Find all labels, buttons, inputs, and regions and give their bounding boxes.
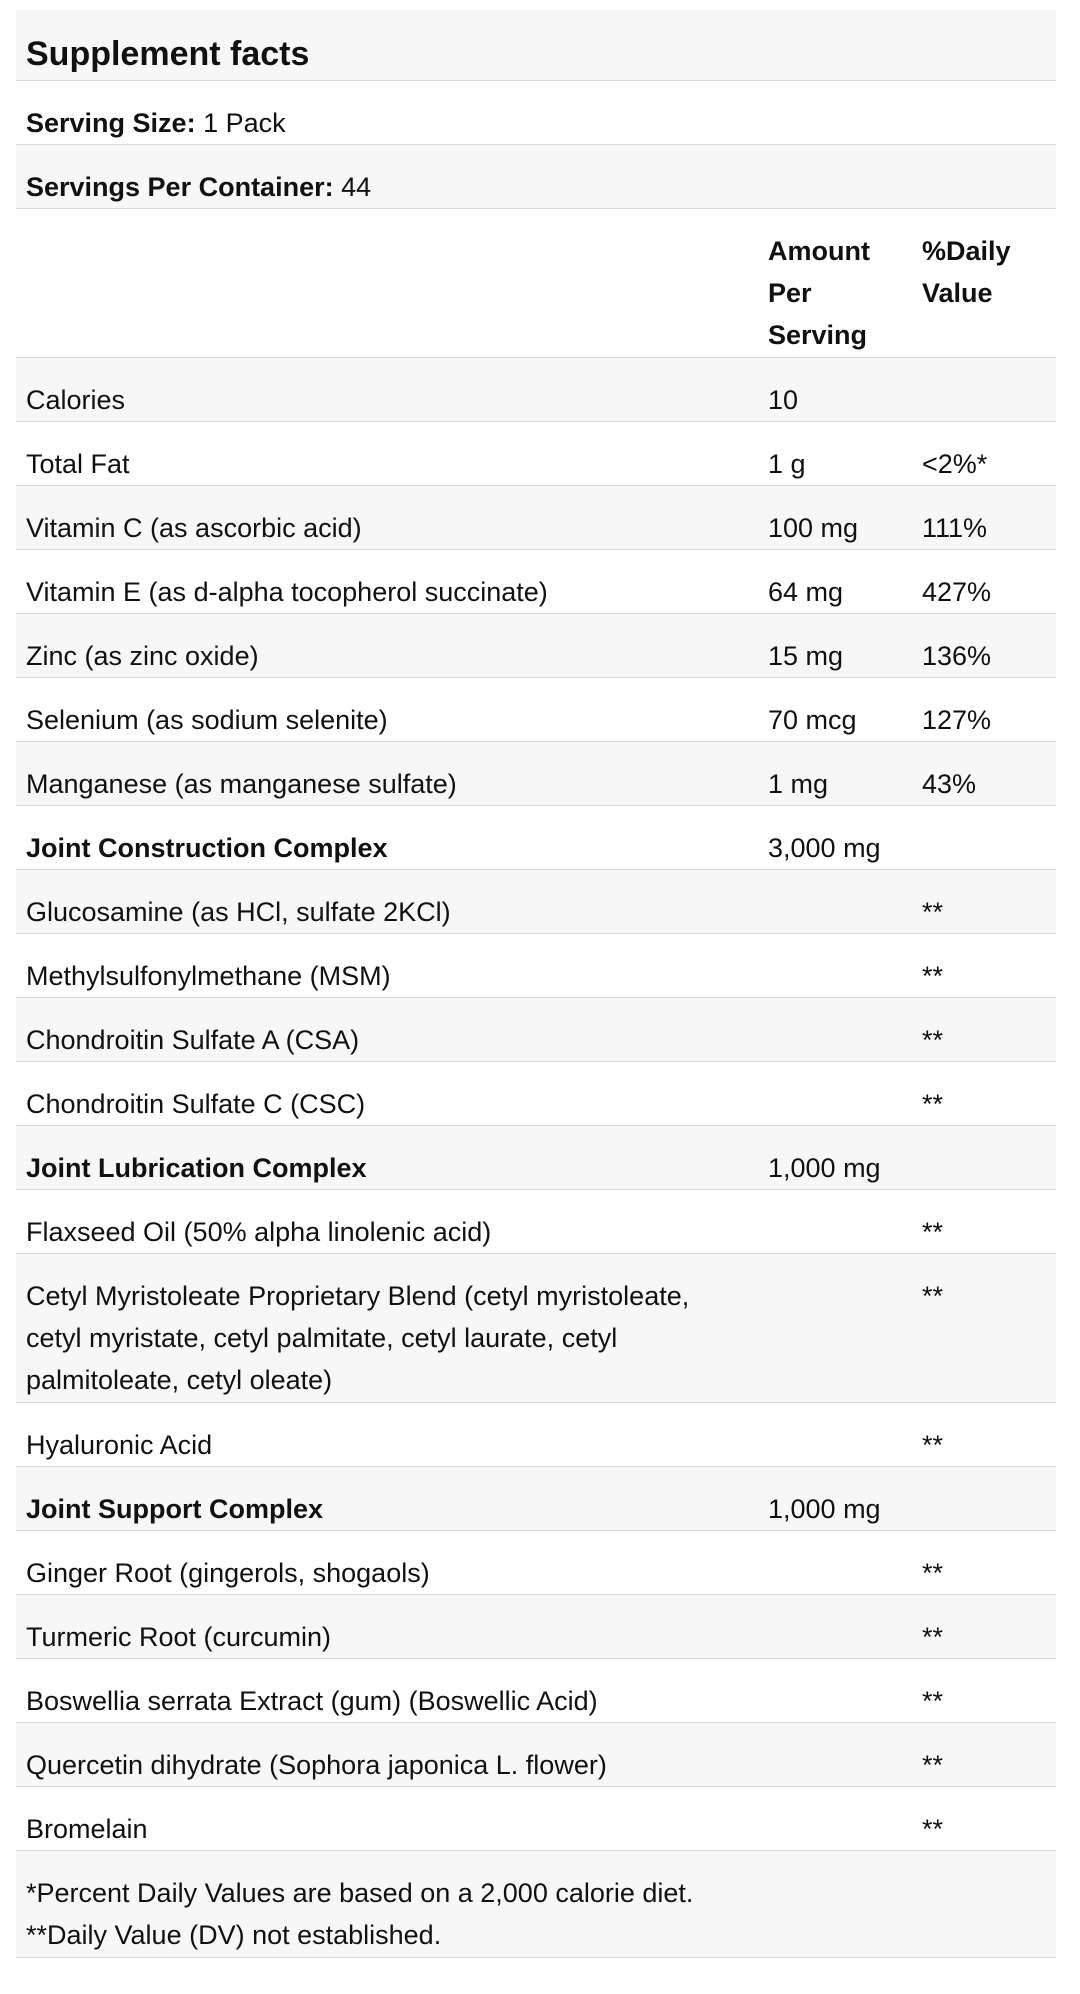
nutrient-row: Cetyl Myristoleate Proprietary Blend (ce…	[16, 1254, 1056, 1403]
daily-value: **	[922, 1217, 944, 1247]
serving-size-value: 1 Pack	[203, 108, 286, 138]
amount-per-serving: 15 mg	[768, 641, 844, 671]
nutrient-name: Flaxseed Oil (50% alpha linolenic acid)	[26, 1217, 492, 1247]
daily-value: 43%	[922, 769, 977, 799]
daily-value: **	[922, 1281, 944, 1311]
nutrient-row: Calories 10	[16, 358, 1056, 422]
nutrient-row: Hyaluronic Acid **	[16, 1403, 1056, 1467]
daily-value: **	[922, 1430, 944, 1460]
nutrient-name: Joint Support Complex	[26, 1494, 323, 1524]
amount-per-serving: 1,000 mg	[768, 1494, 881, 1524]
serving-size-label: Serving Size:	[26, 108, 196, 138]
nutrient-row: Chondroitin Sulfate C (CSC) **	[16, 1062, 1056, 1126]
nutrient-row: Vitamin C (as ascorbic acid) 100 mg 111%	[16, 486, 1056, 550]
nutrient-name: Vitamin C (as ascorbic acid)	[26, 513, 362, 543]
nutrient-name: Calories	[26, 385, 126, 415]
nutrient-name: Joint Lubrication Complex	[26, 1153, 367, 1183]
panel-title: Supplement facts	[26, 35, 310, 73]
nutrient-row: Joint Lubrication Complex 1,000 mg	[16, 1126, 1056, 1190]
nutrient-name: Bromelain	[26, 1814, 148, 1844]
nutrient-name: Turmeric Root (curcumin)	[26, 1622, 332, 1652]
nutrient-name: Selenium (as sodium selenite)	[26, 705, 388, 735]
amount-per-serving-header: Amount Per Serving	[768, 236, 870, 350]
nutrient-name: Methylsulfonylmethane (MSM)	[26, 961, 391, 991]
amount-per-serving: 100 mg	[768, 513, 859, 543]
nutrient-row: Boswellia serrata Extract (gum) (Boswell…	[16, 1659, 1056, 1723]
serving-size-row: Serving Size: 1 Pack	[16, 81, 1056, 145]
footnote-dv-not-established: **Daily Value (DV) not established.	[26, 1920, 442, 1950]
amount-per-serving: 70 mcg	[768, 705, 857, 735]
nutrient-name: Joint Construction Complex	[26, 833, 388, 863]
nutrient-name: Manganese (as manganese sulfate)	[26, 769, 457, 799]
daily-value: **	[922, 961, 944, 991]
daily-value: **	[922, 1025, 944, 1055]
nutrient-row: Turmeric Root (curcumin) **	[16, 1595, 1056, 1659]
nutrient-rows: Calories 10 Total Fat 1 g <2%* Vitamin C (as …	[16, 358, 1056, 1851]
nutrient-row: Flaxseed Oil (50% alpha linolenic acid) *…	[16, 1190, 1056, 1254]
nutrient-name: Chondroitin Sulfate C (CSC)	[26, 1089, 366, 1119]
daily-value: **	[922, 1622, 944, 1652]
nutrient-row: Selenium (as sodium selenite) 70 mcg 127%	[16, 678, 1056, 742]
nutrient-row: Zinc (as zinc oxide) 15 mg 136%	[16, 614, 1056, 678]
supplement-facts-panel: Supplement facts Serving Size: 1 Pack Se…	[16, 10, 1056, 1958]
servings-per-container-label: Servings Per Container:	[26, 172, 334, 202]
daily-value: **	[922, 1814, 944, 1844]
nutrient-name: Glucosamine (as HCl, sulfate 2KCl)	[26, 897, 451, 927]
daily-value-header: %Daily Value	[922, 236, 1011, 308]
footnote-daily-values: *Percent Daily Values are based on a 2,0…	[26, 1878, 694, 1908]
nutrient-row: Quercetin dihydrate (Sophora japonica L.…	[16, 1723, 1056, 1787]
nutrient-name: Total Fat	[26, 449, 130, 479]
servings-per-container-value: 44	[341, 172, 372, 202]
daily-value: **	[922, 897, 944, 927]
footnote-row: *Percent Daily Values are based on a 2,0…	[16, 1851, 1056, 1958]
daily-value: **	[922, 1750, 944, 1780]
amount-per-serving: 3,000 mg	[768, 833, 881, 863]
nutrient-name: Boswellia serrata Extract (gum) (Boswell…	[26, 1686, 598, 1716]
amount-per-serving: 1,000 mg	[768, 1153, 881, 1183]
column-header-row: Amount Per Serving %Daily Value	[16, 209, 1056, 358]
amount-per-serving: 1 g	[768, 449, 806, 479]
nutrient-row: Total Fat 1 g <2%*	[16, 422, 1056, 486]
nutrient-row: Joint Construction Complex 3,000 mg	[16, 806, 1056, 870]
nutrient-row: Manganese (as manganese sulfate) 1 mg 43%	[16, 742, 1056, 806]
nutrient-row: Joint Support Complex 1,000 mg	[16, 1467, 1056, 1531]
nutrient-name: Chondroitin Sulfate A (CSA)	[26, 1025, 360, 1055]
daily-value: 136%	[922, 641, 992, 671]
nutrient-name: Zinc (as zinc oxide)	[26, 641, 259, 671]
nutrient-name: Vitamin E (as d-alpha tocopherol succina…	[26, 577, 548, 607]
nutrient-name: Hyaluronic Acid	[26, 1430, 213, 1460]
amount-per-serving: 1 mg	[768, 769, 829, 799]
daily-value: 127%	[922, 705, 992, 735]
daily-value: 427%	[922, 577, 992, 607]
nutrient-row: Bromelain **	[16, 1787, 1056, 1851]
amount-per-serving: 10	[768, 385, 799, 415]
daily-value: **	[922, 1089, 944, 1119]
servings-per-container-row: Servings Per Container: 44	[16, 145, 1056, 209]
title-row: Supplement facts	[16, 10, 1056, 81]
daily-value: **	[922, 1558, 944, 1588]
footnotes: *Percent Daily Values are based on a 2,0…	[26, 1872, 1046, 1956]
nutrient-name: Quercetin dihydrate (Sophora japonica L.…	[26, 1750, 607, 1780]
nutrient-row: Glucosamine (as HCl, sulfate 2KCl) **	[16, 870, 1056, 934]
nutrient-name: Cetyl Myristoleate Proprietary Blend (ce…	[26, 1281, 690, 1395]
daily-value: **	[922, 1686, 944, 1716]
amount-per-serving: 64 mg	[768, 577, 844, 607]
nutrient-row: Methylsulfonylmethane (MSM) **	[16, 934, 1056, 998]
nutrient-name: Ginger Root (gingerols, shogaols)	[26, 1558, 430, 1588]
nutrient-row: Ginger Root (gingerols, shogaols) **	[16, 1531, 1056, 1595]
daily-value: 111%	[922, 513, 988, 543]
nutrient-row: Vitamin E (as d-alpha tocopherol succina…	[16, 550, 1056, 614]
nutrient-row: Chondroitin Sulfate A (CSA) **	[16, 998, 1056, 1062]
daily-value: <2%*	[922, 449, 988, 479]
